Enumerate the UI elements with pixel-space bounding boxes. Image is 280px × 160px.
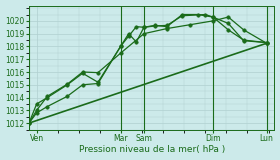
X-axis label: Pression niveau de la mer( hPa ): Pression niveau de la mer( hPa ) (78, 145, 225, 154)
